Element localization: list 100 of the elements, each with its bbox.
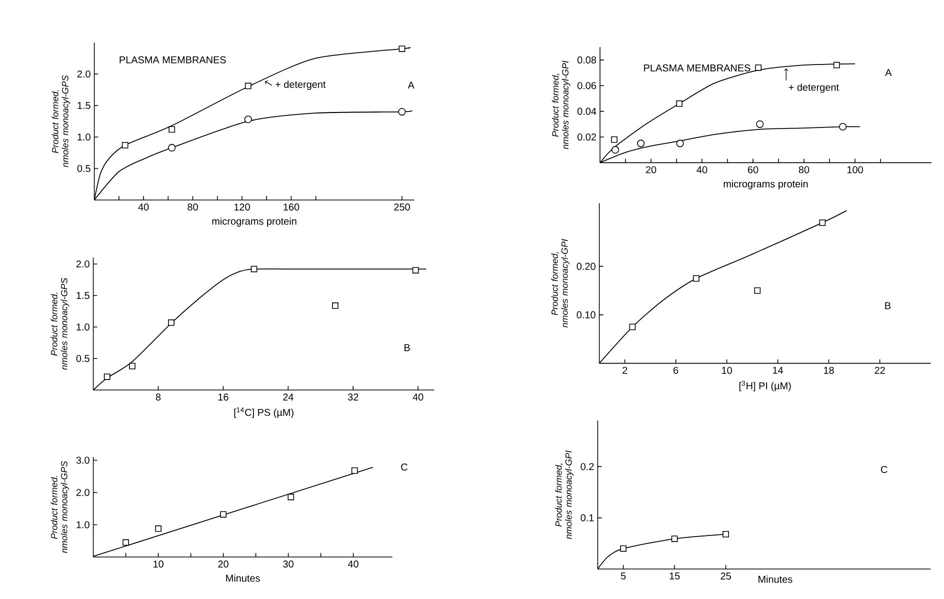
x-tick-label: 40: [412, 394, 424, 401]
text: PLASMA MEMBRANES: [120, 56, 226, 64]
x-axis-title: Minutes: [758, 576, 792, 583]
point: [833, 62, 840, 68]
x-tick-label: 80: [798, 166, 810, 174]
x-tick-label: 32: [348, 394, 358, 401]
y-tick-label: 1.5: [78, 102, 90, 109]
point: [693, 275, 700, 282]
point: [756, 120, 764, 128]
x-tick-label: 6: [674, 366, 678, 374]
x-tick-label: 5: [620, 572, 626, 580]
y-tick-label: 2.0: [76, 488, 90, 496]
x-tick-label: 2: [622, 366, 628, 374]
point: [754, 287, 761, 294]
point: [671, 536, 678, 542]
point: [612, 146, 620, 154]
x-tick-label: 250: [394, 204, 410, 211]
y-axis-title: Product formed. nmoles monoacyl-GPS: [50, 461, 70, 553]
annotation: + detergent: [788, 84, 839, 93]
y-tick-label: 3.0: [76, 456, 90, 464]
y-tick-label: 1.0: [76, 323, 90, 331]
x-tick-label: 30: [283, 560, 294, 568]
point: [398, 46, 406, 52]
y-axis-title: Product formed. nmoles monoacyl-GPS: [52, 75, 70, 168]
x-tick-label: 20: [646, 166, 656, 174]
point: [838, 122, 847, 131]
point: [332, 302, 338, 309]
x-axis-title: [$^{3}$H] PI (µM): [739, 380, 791, 392]
y-tick-label: 1.0: [76, 521, 90, 528]
point: [412, 267, 419, 274]
x-tick-label: 40: [138, 204, 149, 211]
y-tick-label: 0.5: [76, 354, 90, 362]
annotation: B: [404, 344, 410, 352]
x-tick-label: 160: [284, 204, 300, 211]
y-axis-title: Product formed, nmoles monoacyl-GPI: [555, 450, 574, 539]
x-tick-label: 40: [348, 560, 358, 568]
x-axis-title: [$^{14}$C] PS (µM): [234, 407, 294, 418]
point: [122, 142, 128, 148]
point: [351, 467, 358, 474]
y-tick-label: 2.0: [76, 260, 90, 268]
point: [244, 82, 252, 90]
y-tick-label: 0.04: [577, 108, 596, 115]
x-tick-label: 15: [670, 572, 680, 580]
point: [288, 494, 294, 500]
point: [398, 108, 406, 116]
point: [637, 140, 645, 148]
text: PLASMA MEMBRANES: [644, 64, 750, 72]
y-tick-label: 0.02: [577, 133, 596, 141]
point: [122, 539, 129, 546]
x-tick-label: 10: [722, 366, 732, 374]
point: [244, 116, 252, 124]
x-tick-label: 24: [283, 394, 294, 400]
x-axis-title: micrograms protein: [212, 217, 296, 227]
y-tick-label: 0.2: [580, 463, 594, 470]
point: [611, 136, 618, 143]
point: [129, 362, 136, 370]
x-tick-label: 8: [156, 394, 161, 401]
x-tick-label: 18: [824, 366, 834, 374]
point: [168, 126, 176, 133]
point: [104, 374, 110, 380]
point: [620, 545, 627, 552]
point: [629, 324, 636, 330]
point: [676, 140, 684, 148]
point: [168, 319, 174, 326]
y-tick-label: 0.10: [576, 311, 596, 318]
y-tick-label: 0.1: [580, 514, 594, 522]
point: [168, 144, 176, 152]
y-tick-label: 2.0: [77, 70, 90, 78]
point: [722, 530, 729, 538]
y-tick-label: 0.5: [77, 164, 90, 172]
y-axis-title: Product formed. nmoles monoacyl-GPS: [50, 278, 70, 370]
x-tick-label: 22: [874, 366, 885, 374]
x-tick-label: 25: [720, 572, 731, 580]
y-tick-label: 0.06: [577, 82, 596, 90]
x-tick-label: 40: [696, 166, 708, 174]
x-tick-label: 20: [218, 560, 228, 568]
y-axis-title: Product formed, nmoles monoacyl-GPI: [551, 239, 570, 328]
y-tick-label: 0.08: [577, 56, 596, 64]
point: [220, 511, 226, 518]
x-axis-title: micrograms protein: [724, 180, 808, 190]
x-tick-label: 80: [188, 204, 198, 211]
text: C: [401, 463, 408, 471]
annotation: C: [880, 466, 888, 474]
point: [676, 100, 682, 107]
x-axis-title: Minutes: [226, 574, 260, 582]
annotation: A: [408, 82, 414, 88]
point: [250, 266, 258, 272]
point: [755, 64, 762, 71]
x-tick-label: 120: [234, 204, 250, 211]
point: [155, 525, 162, 532]
annotation: A: [885, 69, 892, 76]
annotation: + detergent: [276, 80, 326, 90]
y-axis-title: Product formed, nmoles monoacyl-GPI: [552, 60, 570, 150]
x-tick-label: 60: [748, 166, 758, 174]
y-tick-label: 0.20: [576, 262, 596, 270]
y-tick-label: 1.0: [78, 133, 90, 141]
x-tick-label: 10: [154, 560, 164, 568]
y-tick-label: 1.5: [76, 292, 90, 299]
point: [819, 220, 826, 226]
x-tick-label: 100: [847, 166, 863, 174]
